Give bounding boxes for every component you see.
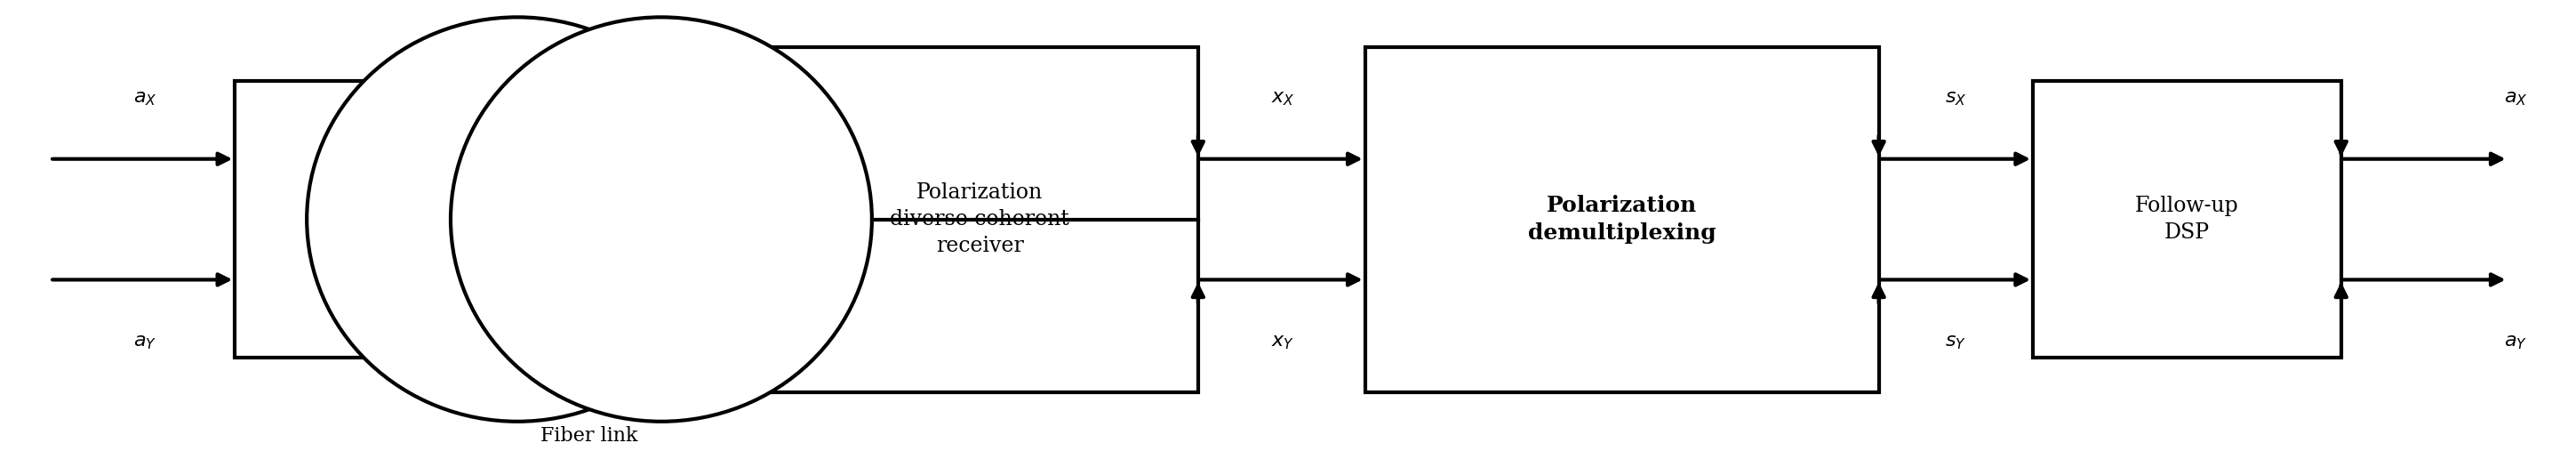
Text: $a_Y$: $a_Y$ (134, 331, 157, 351)
Bar (762, 47, 1198, 392)
Text: Polarization
diverse coherent
receiver: Polarization diverse coherent receiver (891, 182, 1069, 257)
Text: $x_X$: $x_X$ (1270, 87, 1296, 107)
Text: $s_Y$: $s_Y$ (1945, 331, 1965, 351)
Text: Fiber link: Fiber link (541, 426, 639, 446)
Text: $a_X$: $a_X$ (2504, 87, 2527, 107)
Text: $x_Y$: $x_Y$ (1270, 331, 1296, 351)
Bar (234, 81, 518, 357)
Bar (1365, 47, 1878, 392)
Ellipse shape (307, 17, 729, 422)
Text: $s_X$: $s_X$ (1945, 87, 1965, 107)
Text: Polarization
demultiplexing: Polarization demultiplexing (1528, 195, 1716, 244)
Text: Follow-up
DSP: Follow-up DSP (2136, 196, 2239, 243)
Bar (2032, 81, 2342, 357)
Text: $a_X$: $a_X$ (134, 87, 157, 107)
Ellipse shape (451, 17, 871, 422)
Text: $a_Y$: $a_Y$ (2504, 331, 2527, 351)
Text: PDM: PDM (340, 206, 412, 233)
